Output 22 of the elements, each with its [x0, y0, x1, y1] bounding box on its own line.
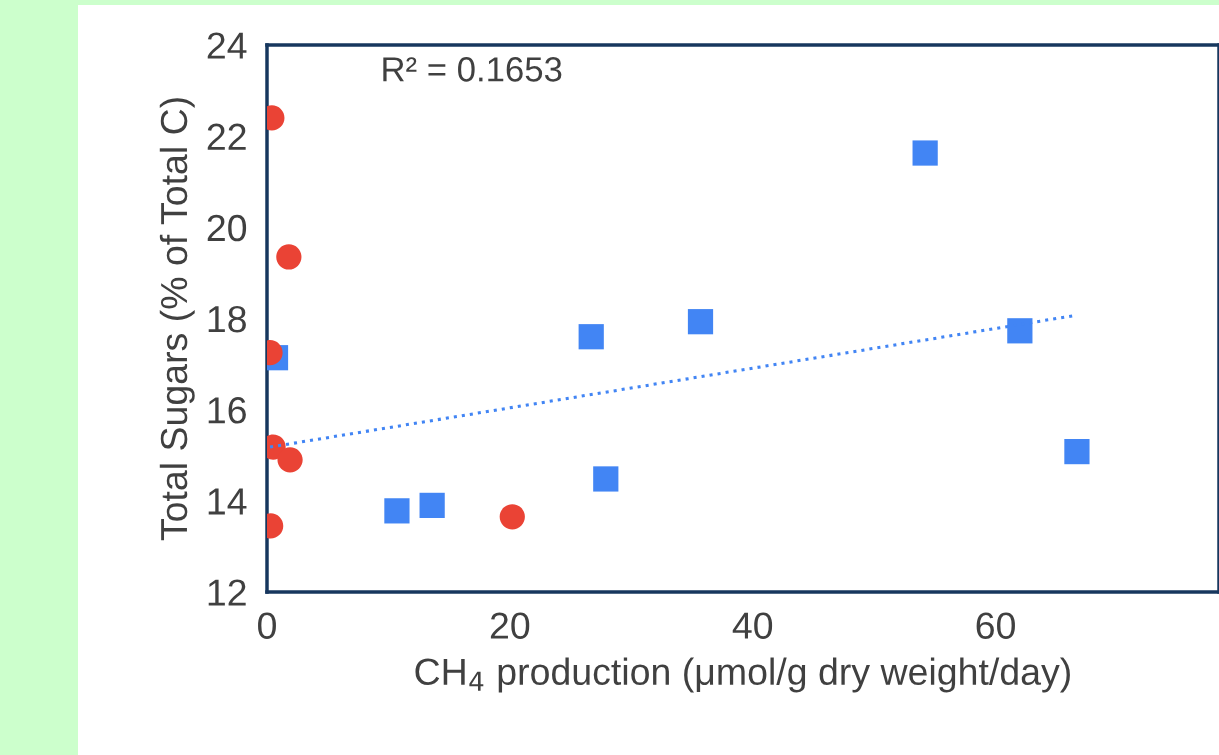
x-tick-label: 0: [258, 612, 276, 639]
x-axis-title: CH$_{4}$ production (μmol/g dry weight/day): [415, 657, 1070, 693]
point: [578, 324, 604, 350]
y-tick-label: 18: [208, 305, 246, 333]
point: [593, 466, 619, 492]
y-tick-label: 22: [207, 123, 246, 150]
x-tick-label: 20: [490, 612, 530, 639]
x-tick-label: 60: [976, 612, 1015, 639]
y-tick-label: 20: [207, 214, 247, 242]
y-tick-label: 16: [208, 397, 246, 424]
point: [419, 492, 445, 519]
annotation: R² = 0.1653: [383, 57, 562, 82]
point: [1007, 318, 1033, 344]
point: [384, 498, 410, 524]
point: [1064, 438, 1090, 465]
y-tick-label: 12: [208, 579, 246, 606]
x-tick-label: 40: [732, 612, 773, 639]
y-tick-label: 24: [207, 32, 247, 59]
y-axis-title: Total Sugars (% of Total C): [159, 98, 195, 541]
point: [687, 309, 714, 335]
point: [912, 140, 938, 166]
y-tick-label: 14: [208, 488, 247, 515]
